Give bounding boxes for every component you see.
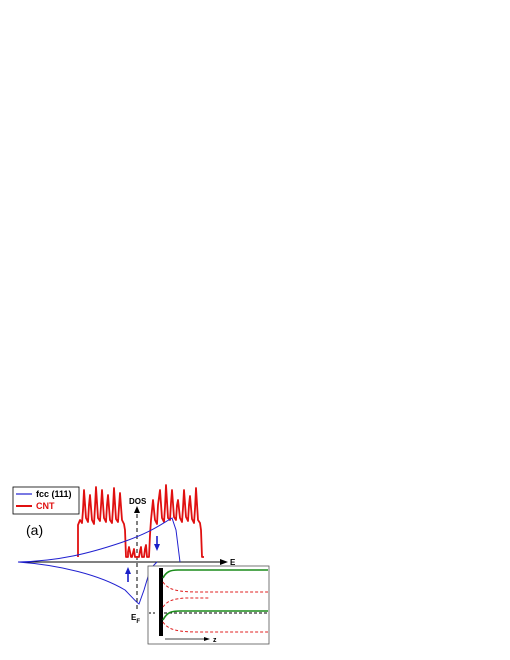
dos-axis-label: DOS	[129, 497, 147, 506]
fcc-dos-spin-down-curve	[17, 561, 158, 605]
legend-label-cnt: CNT	[36, 501, 55, 511]
inset-z-axis-label: z	[213, 637, 217, 644]
energy-axis-label: E	[230, 558, 236, 567]
fcc-dos-spin-up-curve	[17, 517, 181, 563]
inset-frame	[147, 565, 270, 645]
legend-box	[12, 486, 80, 515]
inset-lower-dashed-curve	[162, 597, 210, 608]
inset-panel: z	[147, 565, 270, 645]
panel-label: (a)	[26, 522, 43, 538]
inset-interface-wall	[159, 568, 163, 636]
inset-z-axis-arrowhead	[204, 637, 210, 641]
cnt-dos-curve	[77, 484, 204, 558]
fermi-level-subscript: F	[136, 619, 140, 625]
inset-upper-solid-curve	[162, 569, 268, 579]
legend-label-fcc: fcc (111)	[36, 489, 72, 499]
spin-up-arrow	[125, 567, 131, 582]
inset-upper-dashed-curve	[162, 581, 268, 593]
spin-down-arrow	[154, 536, 160, 551]
inset-lower-dashed-curve-bottom	[162, 621, 268, 633]
energy-axis-arrowhead	[220, 559, 228, 565]
fermi-level-label: EF	[131, 613, 140, 625]
legend: fcc (111) CNT	[12, 486, 80, 515]
dos-axis-arrowhead	[134, 506, 140, 513]
inset-lower-solid-curve	[162, 610, 268, 621]
